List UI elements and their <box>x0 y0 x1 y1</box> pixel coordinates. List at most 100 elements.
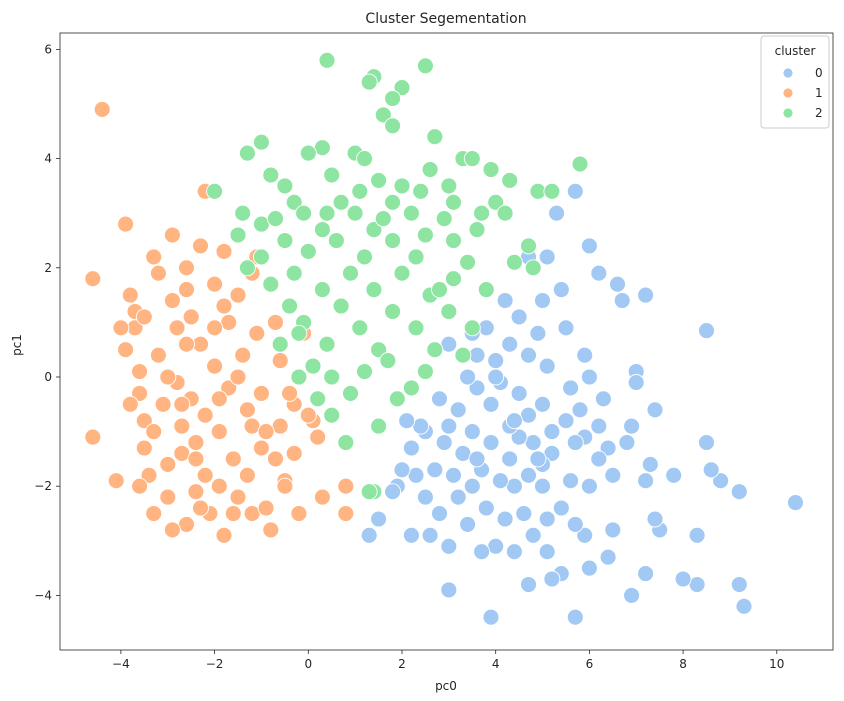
point-cluster-1-32 <box>192 237 209 255</box>
y-tick-label: 6 <box>44 42 52 56</box>
point-cluster-2-53 <box>299 242 317 260</box>
point-cluster-1-90 <box>178 281 195 299</box>
point-cluster-2-19 <box>262 166 280 184</box>
point-cluster-1-71 <box>337 477 355 495</box>
point-cluster-0-23 <box>618 434 636 451</box>
point-cluster-2-86 <box>337 434 355 451</box>
point-cluster-0-66 <box>520 466 537 484</box>
point-cluster-0-50 <box>552 281 570 299</box>
point-cluster-1-83 <box>210 390 228 408</box>
point-cluster-1-40 <box>210 477 228 495</box>
point-cluster-1-76 <box>192 499 209 517</box>
point-cluster-0-118 <box>370 510 388 528</box>
point-cluster-2-12 <box>299 144 317 162</box>
point-cluster-2-16 <box>501 171 519 189</box>
point-cluster-0-103 <box>435 434 453 451</box>
point-cluster-0-106 <box>426 461 444 479</box>
point-cluster-0-63 <box>524 434 542 451</box>
point-cluster-0-43 <box>566 608 584 626</box>
point-cluster-2-42 <box>313 221 331 239</box>
point-cluster-2-60 <box>342 264 359 282</box>
point-cluster-0-29 <box>599 548 617 566</box>
point-cluster-0-0 <box>787 494 804 512</box>
point-cluster-2-8 <box>426 128 444 146</box>
point-cluster-2-9 <box>252 133 270 151</box>
point-cluster-0-129 <box>557 319 575 337</box>
point-cluster-2-4 <box>393 79 411 97</box>
point-cluster-0-3 <box>735 597 753 615</box>
point-cluster-1-15 <box>149 264 167 282</box>
point-cluster-1-82 <box>173 395 191 413</box>
point-cluster-1-20 <box>163 226 181 244</box>
point-cluster-2-20 <box>323 166 341 184</box>
point-cluster-0-91 <box>468 346 486 364</box>
point-cluster-0-119 <box>360 526 378 544</box>
point-cluster-2-41 <box>252 215 270 233</box>
point-cluster-1-31 <box>187 483 205 501</box>
y-tick-label: −2 <box>34 479 52 493</box>
point-cluster-0-4 <box>712 472 730 490</box>
point-cluster-0-34 <box>580 368 598 386</box>
data-points <box>84 51 804 626</box>
point-cluster-1-68 <box>309 428 327 446</box>
point-cluster-0-128 <box>505 412 523 430</box>
point-cluster-0-1 <box>730 483 748 501</box>
point-cluster-0-113 <box>402 526 420 544</box>
point-cluster-2-55 <box>407 248 425 266</box>
x-tick-label: −2 <box>206 657 224 671</box>
point-cluster-0-27 <box>604 521 622 539</box>
point-cluster-0-82 <box>487 352 505 370</box>
point-cluster-2-70 <box>384 303 402 320</box>
point-cluster-0-28 <box>599 439 617 457</box>
point-cluster-1-48 <box>234 346 252 364</box>
point-cluster-0-73 <box>505 543 523 561</box>
point-cluster-0-2 <box>730 576 748 593</box>
point-cluster-2-88 <box>360 483 378 501</box>
point-cluster-0-96 <box>454 444 472 462</box>
point-cluster-1-27 <box>178 259 195 277</box>
point-cluster-1-45 <box>224 450 242 468</box>
point-cluster-0-18 <box>637 286 655 304</box>
point-cluster-1-19 <box>159 488 177 506</box>
x-axis-label: pc0 <box>435 679 457 693</box>
point-cluster-1-39 <box>210 423 228 441</box>
point-cluster-2-32 <box>384 193 402 211</box>
point-cluster-2-96 <box>356 150 373 168</box>
point-cluster-0-109 <box>416 488 434 506</box>
point-cluster-0-40 <box>571 401 589 419</box>
point-cluster-2-101 <box>323 368 341 386</box>
point-cluster-0-131 <box>468 450 486 468</box>
point-cluster-2-91 <box>309 390 327 408</box>
point-cluster-1-16 <box>149 346 167 364</box>
point-cluster-1-46 <box>229 488 247 506</box>
point-cluster-2-3 <box>360 73 378 91</box>
point-cluster-0-64 <box>524 526 542 544</box>
y-tick-label: 0 <box>44 370 52 384</box>
point-cluster-2-1 <box>416 57 434 75</box>
point-cluster-2-54 <box>356 248 373 266</box>
point-cluster-0-31 <box>590 417 608 435</box>
point-cluster-2-10 <box>313 139 331 157</box>
point-cluster-2-44 <box>416 226 434 244</box>
point-cluster-2-83 <box>388 390 406 408</box>
point-cluster-2-25 <box>276 177 294 195</box>
point-cluster-0-92 <box>463 477 481 495</box>
point-cluster-1-74 <box>131 477 149 495</box>
point-cluster-1-93 <box>267 450 284 468</box>
point-cluster-0-71 <box>510 428 528 446</box>
point-cluster-2-7 <box>384 117 402 135</box>
point-cluster-1-70 <box>337 505 355 522</box>
point-cluster-1-78 <box>206 319 224 337</box>
point-cluster-2-84 <box>323 406 341 424</box>
point-cluster-1-81 <box>229 368 247 386</box>
point-cluster-0-105 <box>431 390 448 408</box>
point-cluster-0-120 <box>482 608 500 626</box>
point-cluster-0-45 <box>562 379 580 397</box>
point-cluster-1-24 <box>173 417 191 435</box>
point-cluster-2-93 <box>454 346 472 364</box>
point-cluster-2-85 <box>370 417 388 435</box>
point-cluster-2-76 <box>318 335 336 353</box>
point-cluster-2-80 <box>356 363 373 380</box>
point-cluster-0-124 <box>637 565 655 583</box>
point-cluster-0-39 <box>576 526 594 544</box>
